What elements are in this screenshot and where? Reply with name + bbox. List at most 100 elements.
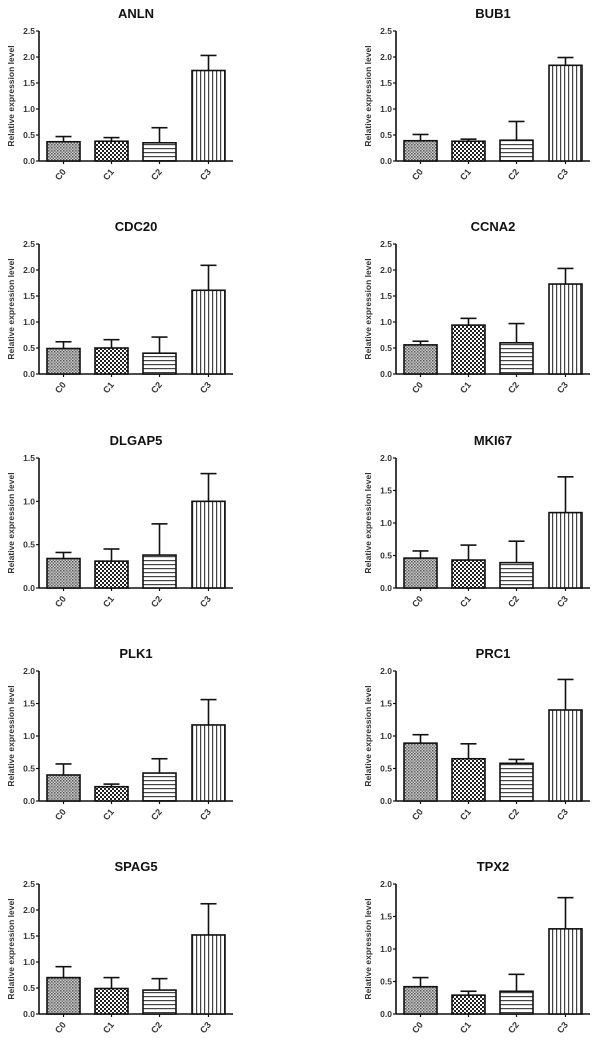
x-tick-label: C0 [410,1020,425,1035]
y-tick-label: 2.5 [23,239,35,249]
y-axis-label: Relative expression level [6,472,16,573]
x-tick-label: C3 [555,380,570,395]
y-tick-label: 2.0 [380,265,392,275]
x-tick-label: C3 [198,380,213,395]
bar-c2 [142,352,177,375]
bar-c0 [403,985,438,1015]
x-tick-label: C1 [458,380,473,395]
bar-c3 [191,724,226,802]
x-tick-label: C2 [506,167,521,182]
y-tick-label: 1.5 [380,78,392,88]
x-tick-label: C0 [410,380,425,395]
x-tick-label: C3 [198,594,213,609]
y-axis-label: Relative expression level [6,685,16,786]
x-tick-label: C3 [198,167,213,182]
y-tick-label: 1.5 [380,291,392,301]
x-tick-label: C3 [555,594,570,609]
chart-title: ANLN [118,6,154,21]
x-tick-label: C0 [410,167,425,182]
y-tick-label: 0.5 [23,764,35,774]
y-tick-label: 1.0 [380,104,392,114]
y-tick-label: 0.5 [380,343,392,353]
y-tick-label: 2.5 [23,879,35,889]
x-tick-label: C1 [458,1020,473,1035]
bar-c1 [451,140,486,162]
x-tick-label: C3 [555,807,570,822]
bar-c3 [548,928,583,1015]
bar-c0 [46,557,81,589]
x-tick-label: C2 [149,167,164,182]
x-tick-label: C0 [53,380,68,395]
y-tick-label: 0.0 [23,796,35,806]
bar-c1 [94,347,129,375]
y-tick-label: 2.0 [380,52,392,62]
y-tick-label: 2.5 [380,26,392,36]
y-tick-label: 1.5 [23,699,35,709]
y-tick-label: 2.0 [23,265,35,275]
y-tick-label: 1.0 [23,104,35,114]
bar-c3 [548,64,583,162]
bar-c2 [499,341,534,375]
x-tick-label: C3 [555,1020,570,1035]
x-tick-label: C2 [149,1020,164,1035]
x-tick-label: C1 [101,1020,116,1035]
bar-c0 [46,140,81,162]
bar-c0 [403,139,438,162]
y-tick-label: 2.0 [380,879,392,889]
bar-c2 [142,554,177,589]
x-tick-label: C3 [555,167,570,182]
x-tick-label: C1 [458,807,473,822]
bar-c0 [46,774,81,802]
chart-panel-anln: ANLN Relative expression level 0.0 0.5 1.0 1.… [6,6,233,182]
y-tick-label: 1.5 [23,291,35,301]
y-tick-label: 0.0 [380,796,392,806]
x-tick-label: C0 [410,807,425,822]
bar-c1 [94,987,129,1015]
y-tick-label: 2.0 [23,52,35,62]
x-tick-label: C2 [149,807,164,822]
bar-c1 [451,757,486,802]
bar-c0 [403,742,438,802]
chart-panel-bub1: BUB1 Relative expression level 0.0 0.5 1.0 1.… [363,6,590,182]
y-tick-label: 2.5 [380,239,392,249]
x-tick-label: C2 [506,807,521,822]
x-tick-label: C1 [101,594,116,609]
y-tick-label: 0.5 [380,977,392,987]
chart-panel-spag5: SPAG5 Relative expression level 0.0 0.5 1.0 1… [6,859,233,1035]
bar-c1 [451,559,486,589]
bar-c1 [451,324,486,375]
bar-c1 [94,785,129,802]
x-tick-label: C1 [101,380,116,395]
y-tick-label: 0.5 [23,343,35,353]
y-tick-label: 0.5 [23,983,35,993]
bar-c3 [191,500,226,589]
chart-panel-tpx2: TPX2 Relative expression level 0.0 0.5 1.0 1.… [363,859,590,1035]
bar-c0 [46,976,81,1015]
chart-panel-mki67: MKI67 Relative expression level 0.0 0.5 1.0 1… [363,433,590,609]
y-tick-label: 1.0 [23,731,35,741]
bar-c1 [94,560,129,589]
y-tick-label: 2.5 [23,26,35,36]
chart-title: PLK1 [119,646,152,661]
y-tick-label: 0.5 [23,130,35,140]
x-tick-label: C1 [458,167,473,182]
x-tick-label: C0 [53,594,68,609]
x-tick-label: C2 [506,594,521,609]
x-tick-label: C2 [506,1020,521,1035]
y-tick-label: 0.0 [23,583,35,593]
y-axis-label: Relative expression level [363,472,373,573]
y-axis-label: Relative expression level [363,685,373,786]
chart-title: SPAG5 [114,859,157,874]
x-tick-label: C1 [101,167,116,182]
y-tick-label: 2.0 [380,666,392,676]
y-tick-label: 1.0 [380,731,392,741]
chart-title: TPX2 [477,859,510,874]
chart-panel-ccna2: CCNA2 Relative expression level 0.0 0.5 1.0 1… [363,219,590,395]
y-tick-label: 2.0 [380,453,392,463]
chart-title: BUB1 [475,6,510,21]
y-tick-label: 0.5 [380,130,392,140]
y-tick-label: 1.5 [23,453,35,463]
bar-c3 [191,69,226,162]
bar-c2 [499,990,534,1015]
